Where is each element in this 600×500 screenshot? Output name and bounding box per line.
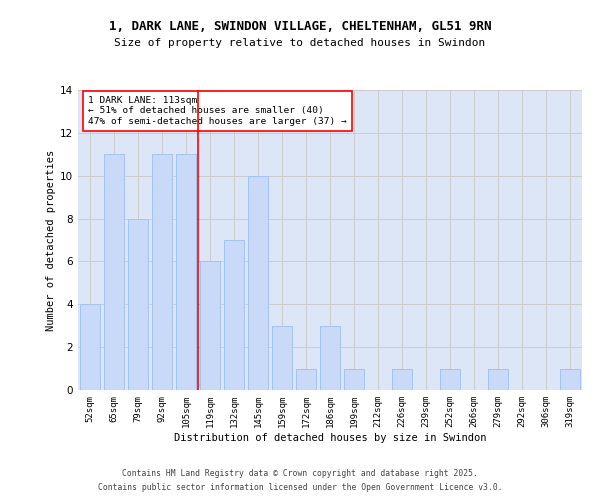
Bar (224, 240, 244, 390)
Bar (392, 368, 412, 390)
Text: Contains public sector information licensed under the Open Government Licence v3: Contains public sector information licen… (98, 484, 502, 492)
Bar (440, 368, 460, 390)
Bar (296, 368, 316, 390)
Bar (272, 326, 292, 390)
Bar (344, 368, 364, 390)
Text: Size of property relative to detached houses in Swindon: Size of property relative to detached ho… (115, 38, 485, 48)
Bar (176, 154, 196, 390)
Bar (200, 262, 220, 390)
Bar (248, 176, 268, 390)
Bar (152, 154, 172, 390)
Text: 1, DARK LANE, SWINDON VILLAGE, CHELTENHAM, GL51 9RN: 1, DARK LANE, SWINDON VILLAGE, CHELTENHA… (109, 20, 491, 33)
Y-axis label: Number of detached properties: Number of detached properties (46, 150, 56, 330)
Bar (80, 304, 100, 390)
Bar (320, 326, 340, 390)
Text: 1 DARK LANE: 113sqm
← 51% of detached houses are smaller (40)
47% of semi-detach: 1 DARK LANE: 113sqm ← 51% of detached ho… (88, 96, 347, 126)
Bar (560, 368, 580, 390)
X-axis label: Distribution of detached houses by size in Swindon: Distribution of detached houses by size … (174, 432, 486, 442)
Bar (128, 218, 148, 390)
Bar (488, 368, 508, 390)
Bar (104, 154, 124, 390)
Text: Contains HM Land Registry data © Crown copyright and database right 2025.: Contains HM Land Registry data © Crown c… (122, 468, 478, 477)
